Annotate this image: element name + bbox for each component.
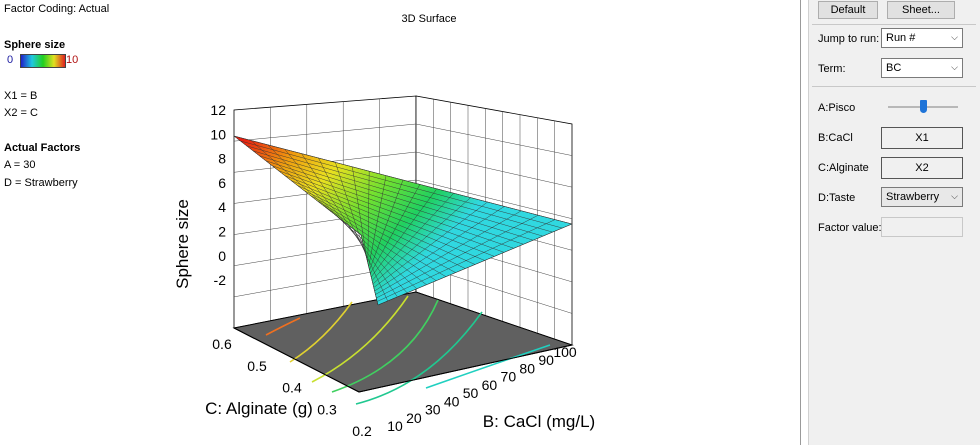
z-tick-label: 2 (218, 224, 226, 240)
surface-mesh-line (360, 234, 379, 306)
panel-separator (812, 24, 976, 25)
z-tick-label: 0 (218, 248, 226, 264)
x-tick-label: 10 (387, 418, 403, 434)
surface-mesh-line (348, 224, 398, 298)
surface-mesh-line (335, 215, 417, 289)
x-tick-label: 100 (553, 344, 577, 360)
factor-value-input[interactable] (881, 217, 963, 237)
surface-mesh-line (371, 188, 437, 278)
jump-to-run-select[interactable]: Run # ⌵ (881, 28, 963, 48)
contour-line (355, 311, 483, 405)
surface-mesh-line (310, 195, 456, 273)
z-tick-label: -2 (214, 272, 227, 288)
surface-mesh-line (303, 190, 466, 269)
contour-line (289, 301, 353, 363)
factor-a-label: A:Pisco (818, 102, 856, 114)
panel-divider (800, 0, 801, 445)
y-tick-label: 0.2 (352, 423, 372, 439)
panel-separator (812, 86, 976, 87)
factor-a-value: A = 30 (4, 159, 36, 171)
y-axis-title: C: Alginate (g) (205, 399, 313, 418)
z-tick-label: 6 (218, 175, 226, 191)
z-tick-label: 4 (218, 199, 226, 215)
surface-mesh-line (341, 219, 408, 294)
surface-mesh-line (316, 200, 447, 277)
z-tick-label: 8 (218, 151, 226, 167)
alginate-axis-button[interactable]: X2 (881, 157, 963, 179)
chevron-down-icon: ⌵ (951, 32, 958, 42)
surface-mesh-line (372, 197, 471, 285)
surface-plot[interactable]: 3D Surface 121086420-2102030405060708090… (0, 0, 800, 445)
contour-line (331, 299, 439, 393)
factor-coding-label: Factor Coding: Actual (4, 3, 110, 15)
z-axis-title: Sphere size (173, 199, 192, 289)
factor-d-label: D:Taste (818, 192, 856, 204)
legend-max: 10 (66, 54, 79, 66)
x-tick-label: 60 (482, 377, 498, 393)
y-tick-label: 0.5 (247, 358, 267, 374)
x-tick-label: 30 (425, 402, 441, 418)
plot-title: 3D Surface (401, 13, 456, 25)
y-tick-label: 0.6 (212, 336, 232, 352)
jump-to-run-label: Jump to run: (818, 33, 880, 45)
taste-select[interactable]: Strawberry ⌵ (881, 187, 963, 207)
surface-mesh-line (354, 229, 388, 302)
z-tick-label: 12 (210, 102, 226, 118)
surface-mesh-line (376, 214, 539, 299)
surface-mesh-line (369, 179, 404, 271)
x-axis-title: B: CaCl (mg/L) (483, 412, 595, 431)
factor-d-value: D = Strawberry (4, 177, 78, 189)
taste-value: Strawberry (886, 191, 940, 203)
x-tick-label: 50 (463, 385, 479, 401)
x-tick-label: 20 (406, 410, 422, 426)
surface-mesh-line (370, 184, 421, 274)
axis-line-x (358, 344, 573, 393)
slider-thumb[interactable] (920, 100, 927, 113)
term-select[interactable]: BC ⌵ (881, 58, 963, 78)
surface-mesh-line (375, 210, 522, 295)
chevron-down-icon: ⌵ (951, 62, 958, 72)
actual-factors-heading: Actual Factors (4, 142, 81, 154)
color-legend: 0 10 (4, 53, 82, 68)
x-tick-label: 90 (538, 352, 554, 368)
term-value: BC (886, 62, 902, 74)
default-button[interactable]: Default (818, 1, 878, 19)
surface-mesh-line (377, 219, 556, 302)
contour-line (425, 344, 551, 389)
jump-to-run-value: Run # (886, 32, 916, 44)
x2-assignment: X2 = C (4, 107, 38, 119)
cacl-axis-button[interactable]: X1 (881, 127, 963, 149)
pisco-slider[interactable] (888, 100, 958, 114)
z-tick-label: 10 (210, 126, 226, 142)
surface-mesh-line (374, 206, 505, 292)
chevron-down-icon: ⌵ (951, 191, 958, 201)
x-tick-label: 70 (501, 369, 517, 385)
x-tick-label: 80 (519, 360, 535, 376)
contour-line (265, 317, 301, 336)
x-tick-label: 40 (444, 393, 460, 409)
legend-gradient-bar (20, 54, 66, 68)
surface-mesh-line (373, 201, 488, 288)
factor-c-label: C:Alginate (818, 162, 869, 174)
sheet-button[interactable]: Sheet... (887, 1, 955, 19)
surface-mesh-line (329, 210, 427, 285)
response-name: Sphere size (4, 39, 66, 51)
axis-line-y (233, 327, 360, 393)
y-tick-label: 0.4 (282, 380, 302, 396)
factor-value-label: Factor value: (818, 222, 882, 234)
factor-b-label: B:CaCl (818, 132, 853, 144)
contour-line (311, 295, 409, 383)
legend-min: 0 (7, 54, 14, 66)
y-tick-label: 0.3 (317, 401, 337, 417)
term-label: Term: (818, 63, 846, 75)
surface-mesh-line (371, 193, 454, 281)
surface-mesh-line (377, 223, 573, 306)
x1-assignment: X1 = B (4, 90, 38, 102)
surface-mesh-line (322, 205, 437, 281)
